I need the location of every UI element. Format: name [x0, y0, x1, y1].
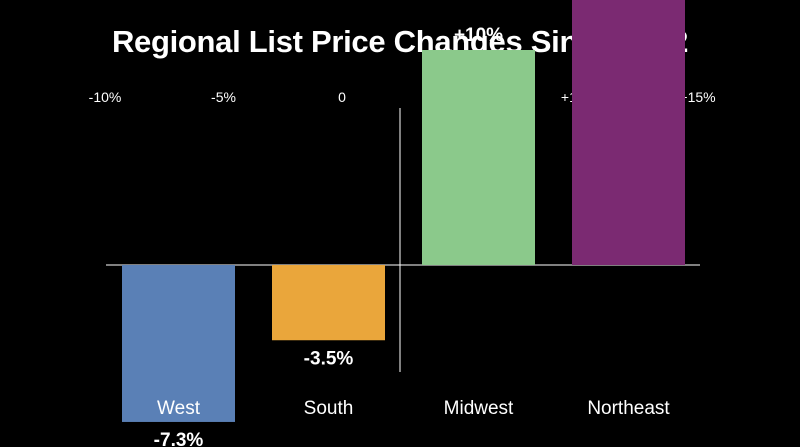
x-tick-label: +15% — [679, 89, 715, 105]
data-label: -7.3% — [154, 430, 204, 447]
category-label: Midwest — [444, 398, 514, 419]
bar-west — [122, 265, 235, 422]
data-label: +10% — [454, 25, 503, 46]
bar-south — [272, 265, 385, 341]
bar-midwest — [422, 50, 535, 265]
x-tick-label: -10% — [89, 89, 122, 105]
category-label: Northeast — [587, 398, 670, 419]
category-label: West — [157, 398, 201, 419]
category-label: South — [304, 398, 354, 419]
data-label: -3.5% — [304, 348, 354, 369]
x-tick-label: 0 — [338, 89, 346, 105]
bar-northeast — [572, 0, 685, 265]
x-tick-label: -5% — [211, 89, 236, 105]
